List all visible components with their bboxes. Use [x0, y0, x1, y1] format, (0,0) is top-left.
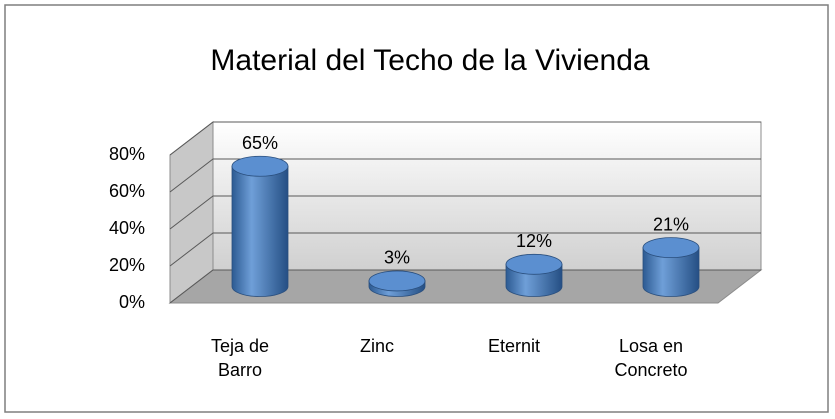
bar-top [368, 270, 426, 292]
y-tick-label: 60% [109, 181, 145, 201]
x-tick-label: Eternit [487, 336, 541, 356]
grid-line [169, 195, 761, 230]
x-tick-label: Teja de Barro [210, 336, 270, 380]
bar [231, 165, 289, 297]
x-tick-label: Zinc [359, 336, 394, 356]
y-tick-label: 40% [109, 218, 145, 238]
y-tick-label: 80% [109, 144, 145, 164]
bar [642, 247, 700, 297]
bar-top [505, 253, 563, 275]
bar-top [642, 237, 700, 259]
y-tick-label: 20% [109, 255, 145, 275]
data-label: 21% [653, 214, 689, 234]
y-tick-label: 0% [119, 292, 145, 312]
data-label: 3% [384, 248, 410, 268]
data-label: 65% [242, 133, 278, 153]
data-label: 12% [516, 231, 552, 251]
grid-line [169, 232, 761, 267]
grid-line [169, 269, 761, 304]
grid-line [169, 121, 761, 156]
bar-top [231, 155, 289, 177]
grid-line [169, 158, 761, 193]
chart-title: Material del Techo de la Vivienda [210, 44, 649, 77]
x-tick-label: Losa en Concreto [614, 336, 688, 380]
